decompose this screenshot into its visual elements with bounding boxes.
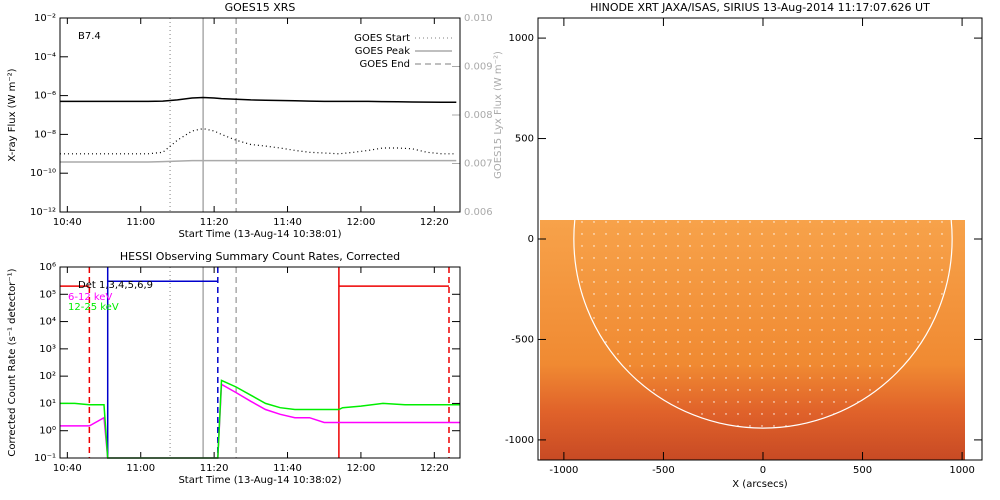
y-tick-label: 10⁵ [39, 289, 56, 300]
plot-frame [537, 17, 983, 461]
x-axis-label: Start Time (13-Aug-14 10:38:01) [178, 229, 341, 240]
x-tick-label: 1000 [949, 465, 974, 476]
x-tick-label: 12:00 [347, 463, 376, 474]
y-tick-label: 0 [528, 234, 534, 245]
x-tick-label: 12:20 [420, 463, 449, 474]
x-tick-label: 0 [760, 465, 766, 476]
y-tick-label: 10⁶ [39, 262, 56, 273]
y-tick-label: 10² [39, 371, 56, 382]
chart-title: HINODE XRT JAXA/ISAS, SIRIUS 13-Aug-2014… [590, 1, 930, 14]
y-tick-label: 10⁰ [39, 426, 56, 437]
x-tick-label: 12:00 [347, 217, 376, 228]
x-tick-label: 12:20 [420, 217, 449, 228]
y-tick-label: -1000 [505, 435, 534, 446]
plot-frame [59, 266, 461, 459]
x-tick-label: 11:40 [273, 217, 302, 228]
y2-tick-label: 0.010 [464, 13, 493, 24]
y-tick-label: 10⁻⁴ [34, 52, 56, 63]
y2-axis-label: GOES15 Lyx Flux (W m⁻²) [493, 51, 504, 179]
x-tick-label: 11:20 [200, 463, 229, 474]
solar-limb [573, 220, 953, 429]
x-tick-label: 10:40 [53, 463, 82, 474]
legend-label: GOES Start [354, 33, 410, 44]
y-tick-label: 10¹ [39, 398, 56, 409]
y-tick-label: 10⁻⁸ [34, 129, 56, 140]
chart-title: GOES15 XRS [225, 1, 296, 14]
series-line [60, 96, 457, 104]
y-tick-label: 10⁻¹² [30, 207, 56, 218]
solar-grid [573, 220, 953, 429]
y-axis-label: Corrected Count Rate (s⁻¹ detector⁻¹) [7, 268, 18, 456]
x-tick-label: -1000 [549, 465, 578, 476]
series-line [60, 383, 460, 459]
x-axis-label: Start Time (13-Aug-14 10:38:02) [178, 475, 341, 486]
legend-label: GOES Peak [355, 46, 410, 57]
plot-frame [59, 17, 461, 213]
series-line [60, 159, 457, 163]
y2-tick-label: 0.008 [464, 110, 493, 121]
x-axis-label: X (arcsecs) [732, 479, 788, 490]
legend-label: GOES End [360, 59, 410, 70]
y2-tick-label: 0.006 [464, 207, 493, 218]
series-line [60, 127, 457, 155]
legend-label: 12-25 keV [68, 302, 119, 313]
y-axis-label: X-ray Flux (W m⁻²) [7, 68, 18, 161]
y-tick-label: 10⁻¹ [34, 453, 56, 464]
x-tick-label: 500 [853, 465, 872, 476]
legend-label: 6-12 keV [68, 292, 112, 303]
annotation: Det 1,3,4,5,6,9 [78, 280, 153, 291]
x-tick-label: 11:40 [273, 463, 302, 474]
y-tick-label: 1000 [509, 33, 534, 44]
y-tick-label: 10⁻¹⁰ [30, 168, 56, 179]
annotation: B7.4 [78, 31, 101, 42]
y-tick-label: -500 [511, 334, 534, 345]
x-tick-label: 11:20 [200, 217, 229, 228]
x-tick-label: 10:40 [53, 217, 82, 228]
y-tick-label: 10⁻⁶ [34, 91, 56, 102]
y-tick-label: 10³ [39, 344, 56, 355]
y-tick-label: 10⁻² [34, 13, 56, 24]
y2-tick-label: 0.009 [464, 62, 493, 73]
series-line [60, 379, 460, 459]
x-tick-label: 11:00 [126, 217, 155, 228]
y2-tick-label: 0.007 [464, 159, 493, 170]
x-tick-label: -500 [652, 465, 675, 476]
chart-title: HESSI Observing Summary Count Rates, Cor… [120, 250, 400, 263]
x-tick-label: 11:00 [126, 463, 155, 474]
y-tick-label: 500 [515, 134, 534, 145]
y-tick-label: 10⁴ [39, 317, 56, 328]
